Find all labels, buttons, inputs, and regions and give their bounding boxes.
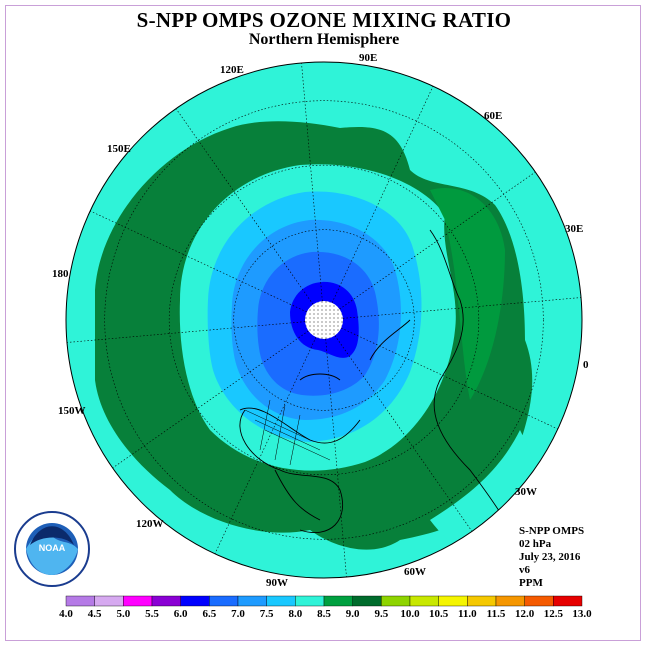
colorbar-tick-label: 9.5 [374,608,389,620]
colorbar-tick-label: 4.0 [59,608,73,620]
colorbar-swatch [524,595,554,607]
meridian-line [334,335,473,532]
meridian-line [90,210,307,313]
colorbar-swatch [151,595,181,607]
lon-label-120e: 120E [220,64,244,76]
meridian-line [325,338,347,578]
meridian-line [301,62,323,302]
info-units: PPM [519,577,543,589]
colorbar-swatch [553,595,583,607]
colorbar-swatch [381,595,411,607]
colorbar-tick-label: 11.0 [458,608,477,620]
meridian-line [331,86,434,303]
ozone-contours [66,62,582,578]
colorbar-tick-label: 12.5 [543,608,563,620]
colorbar-swatch [409,595,439,607]
colorbar-tick-label: 6.0 [173,608,188,620]
colorbar-swatch [352,595,382,607]
colorbar-swatch [323,595,353,607]
colorbar-swatch [180,595,210,607]
lon-label-0: 0 [583,359,589,371]
latitude-circle [233,229,415,411]
colorbar-tick-label: 11.5 [486,608,506,620]
colorbar-tick-label: 9.0 [345,608,360,620]
colorbar-swatch [467,595,497,607]
lon-label-60e: 60E [484,110,503,122]
meridian-line [112,330,309,469]
meridian-line [175,108,314,305]
meridian-line [339,171,536,310]
colorbar-swatch [94,595,124,607]
info-date: July 23, 2016 [519,551,581,563]
lon-label-60w: 60W [404,566,426,578]
meridian-line [342,297,582,319]
colorbar-swatch [266,595,296,607]
colorbar-tick-label: 13.0 [572,608,592,620]
lon-label-180: 180 [52,268,69,280]
colorbar-swatch [438,595,468,607]
image-frame [5,5,641,641]
info-level: 02 hPa [519,538,552,550]
lon-label-120w: 120W [136,518,164,530]
polar-no-data [305,301,343,339]
colorbar-swatch [209,595,239,607]
lon-label-150e: 150E [107,143,131,155]
info-instrument: S-NPP OMPS [519,525,585,537]
colorbar-swatch [123,595,153,607]
page-title: S-NPP OMPS OZONE MIXING RATIO [136,8,512,32]
colorbar-tick-label: 8.0 [288,608,303,620]
colorbar-tick-label: 8.5 [317,608,331,620]
colorbar [65,595,583,607]
colorbar-swatch [495,595,525,607]
meridian-line [214,337,317,554]
info-block: S-NPP OMPS 02 hPa July 23, 2016 v6 PPM [519,525,584,590]
colorbar-tick-label: 12.0 [515,608,535,620]
lon-label-30e: 30E [565,223,584,235]
colorbar-swatch [295,595,325,607]
colorbar-tick-label: 5.0 [116,608,131,620]
map-boundary [65,61,583,579]
info-version: v6 [519,564,530,576]
lon-label-30w: 30W [515,486,537,498]
graticule [66,62,582,578]
colorbar-swatch [65,595,95,607]
colorbar-tick-label: 4.5 [87,608,102,620]
page-subtitle: Northern Hemisphere [248,31,400,48]
colorbar-tick-label: 7.0 [231,608,245,620]
colorbar-tick-label: 10.0 [400,608,420,620]
ozone-band-8-5-east [430,188,505,400]
meridian-line [341,327,558,430]
lon-label-90w: 90W [266,577,288,589]
meridian-line [66,321,306,343]
latitude-circle [104,100,544,540]
colorbar-tick-label: 5.5 [145,608,159,620]
colorbar-swatch [237,595,267,607]
colorbar-tick-label: 6.5 [202,608,217,620]
colorbar-tick-label: 7.5 [259,608,274,620]
lon-label-90e: 90E [359,52,378,64]
latitude-circle [168,164,480,476]
colorbar-tick-label: 10.5 [429,608,449,620]
us-state-lines [244,399,331,466]
lon-label-150w: 150W [58,405,86,417]
